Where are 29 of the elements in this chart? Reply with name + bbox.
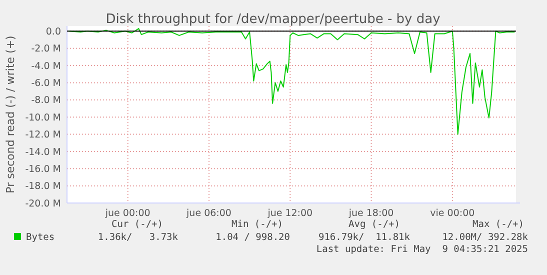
- y-tick-label: -18.0 M: [25, 181, 61, 192]
- text: Cur (-/+): [112, 219, 163, 230]
- y-tick-label: -4.0 M: [31, 60, 61, 72]
- text: 1.04 / 998.20: [216, 232, 290, 243]
- text: Avg (-/+): [348, 219, 400, 230]
- text: Max (-/+): [472, 219, 524, 230]
- x-tick-label: jue 18:00: [348, 208, 394, 219]
- y-tick-label: -12.0 M: [25, 130, 61, 141]
- x-tick-label: jue 12:00: [266, 208, 313, 219]
- text: 1.36k/ 3.73k: [98, 232, 178, 243]
- x-tick-label: jue 06:00: [186, 208, 232, 219]
- y-tick-label: -10.0 M: [25, 112, 61, 124]
- text: Min (-/+): [232, 219, 283, 230]
- y-tick-label: -6.0 M: [31, 78, 61, 90]
- text: 12.00M/ 392.28k: [442, 232, 528, 243]
- text: 916.79k/ 11.81k: [318, 232, 410, 243]
- text: Last update: Fri May 9 04:35:21 2025: [316, 244, 528, 255]
- y-tick-label: -8.0 M: [31, 95, 61, 106]
- line-series: [68, 28, 516, 135]
- legend-label: Bytes: [26, 232, 55, 243]
- y-axis-title: Pr second read (-) / write (+): [4, 36, 17, 194]
- chart-title: Disk throughput for /dev/mapper/peertube - by day: [106, 12, 441, 27]
- y-tick-label: 0.0: [46, 26, 61, 38]
- y-tick-label: -2.0 M: [31, 44, 61, 55]
- y-tick-label: -20.0 M: [25, 198, 61, 210]
- y-tick-label: -14.0 M: [25, 146, 61, 158]
- y-tick-label: -16.0 M: [25, 164, 61, 175]
- x-tick-label: jue 00:00: [104, 208, 150, 219]
- x-tick-label: vie 00:00: [430, 208, 475, 219]
